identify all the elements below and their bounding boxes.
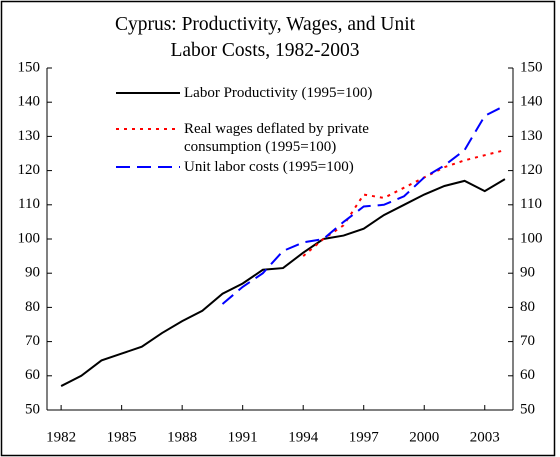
y2-tick-label: 90 [520,265,535,281]
y-tick-label: 60 [25,367,40,383]
series-line [302,149,506,257]
y-tick-label: 90 [25,265,40,281]
x-tick-label: 1997 [349,429,380,445]
y2-tick-label: 70 [520,333,535,349]
y-tick-label: 130 [18,128,41,144]
y-tick-label: 70 [25,333,40,349]
x-tick-label: 2003 [470,429,500,445]
y2-tick-label: 100 [520,230,543,246]
x-tick-label: 1982 [46,429,76,445]
y-tick-label: 100 [18,230,41,246]
x-tick-label: 1985 [107,429,137,445]
y-tick-label: 80 [25,299,40,315]
legend-label: Unit labor costs (1995=100) [184,159,354,175]
x-tick-label: 1991 [228,429,258,445]
y-tick-label: 120 [18,162,41,178]
y2-tick-label: 110 [520,196,542,212]
y2-tick-label: 130 [520,128,543,144]
y2-tick-label: 140 [520,94,543,110]
series-line [60,178,506,387]
series-line [221,104,506,305]
chart-title: Cyprus: Productivity, Wages, and Unit La… [114,14,416,61]
y-tick-label: 150 [18,59,41,75]
legend-label: Labor Productivity (1995=100) [184,85,373,101]
y2-tick-label: 150 [520,59,543,75]
legend-label: Real wages deflated by private consumpti… [184,121,369,155]
x-tick-label: 1994 [288,429,319,445]
y-tick-label: 50 [25,401,40,417]
y2-tick-label: 50 [520,401,535,417]
x-tick-label: 1988 [167,429,197,445]
y2-tick-label: 120 [520,162,543,178]
y2-tick-label: 60 [520,367,535,383]
x-tick-label: 2000 [409,429,439,445]
y-tick-label: 110 [18,196,40,212]
y-tick-label: 140 [18,94,41,110]
y2-tick-label: 80 [520,299,535,315]
